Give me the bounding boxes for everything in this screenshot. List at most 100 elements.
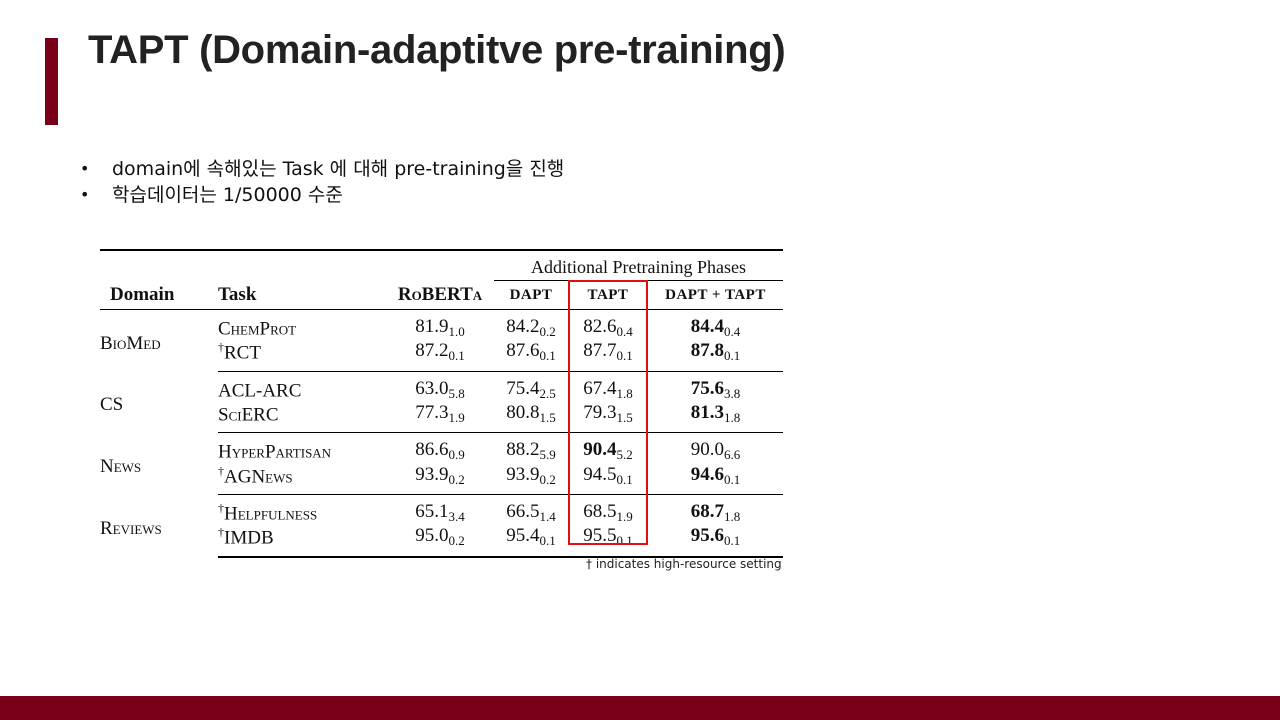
table-footnote: † indicates high-resource setting <box>586 557 782 571</box>
bullet-text: 학습데이터는 1/50000 수준 <box>112 184 343 206</box>
score-value: 68.5 <box>583 501 617 523</box>
score-stddev: 0.1 <box>616 348 633 364</box>
dapt-tapt-score-cell: 84.40.4 <box>648 310 783 341</box>
task-cell: †RCT <box>218 340 386 372</box>
score-value: 87.7 <box>583 340 617 362</box>
roberta-score-cell: 87.20.1 <box>386 340 494 372</box>
score-stddev: 3.4 <box>448 509 465 525</box>
score-stddev: 0.2 <box>448 533 465 549</box>
table-row: †AGNews 93.90.2 93.90.2 94.50.1 94.60.1 <box>100 463 783 495</box>
task-name: IMDB <box>224 527 274 549</box>
score-value: 87.8 <box>690 340 724 362</box>
high-resource-mark: † <box>218 340 224 355</box>
domain-cell: Reviews <box>100 517 162 539</box>
score-value: 95.5 <box>583 525 617 547</box>
score-value: 93.9 <box>415 463 449 485</box>
dapt-tapt-score-cell: 94.60.1 <box>648 463 783 495</box>
bullet-dot: • <box>80 185 90 204</box>
score-stddev: 3.8 <box>724 385 741 401</box>
score-stddev: 0.9 <box>448 447 465 463</box>
roberta-score-cell: 77.31.9 <box>386 401 494 434</box>
score-stddev: 5.8 <box>448 385 465 401</box>
score-stddev: 1.8 <box>616 385 633 401</box>
score-stddev: 1.8 <box>724 509 741 525</box>
bullet-dot: • <box>80 159 90 178</box>
score-value: 63.0 <box>415 377 449 399</box>
score-stddev: 6.6 <box>724 447 741 463</box>
score-stddev: 0.2 <box>539 471 556 487</box>
slide-title: TAPT (Domain-adaptitve pre-training) <box>88 28 786 72</box>
score-value: 67.4 <box>583 377 617 399</box>
bullet-list: • domain에 속해있는 Task 에 대해 pre-training을 진… <box>80 156 564 208</box>
roberta-score-cell: 95.00.2 <box>386 525 494 558</box>
score-stddev: 0.1 <box>724 533 741 549</box>
tapt-score-cell: 94.50.1 <box>568 463 648 495</box>
score-value: 68.7 <box>690 501 724 523</box>
table-row: Reviews †Helpfulness 65.13.4 66.51.4 68.51.9… <box>100 494 783 539</box>
score-stddev: 1.5 <box>616 410 633 426</box>
table-row: †RCT 87.20.1 87.60.1 87.70.1 87.80.1 <box>100 340 783 372</box>
score-value: 87.6 <box>506 340 540 362</box>
task-name: ChemProt <box>218 318 297 340</box>
dapt-tapt-score-cell: 90.06.6 <box>648 433 783 464</box>
dapt-score-cell: 80.81.5 <box>494 401 568 434</box>
domain-cell: BioMed <box>100 332 161 354</box>
bullet-item: • 학습데이터는 1/50000 수준 <box>80 182 564 208</box>
roberta-score-cell: 63.05.8 <box>386 371 494 402</box>
domain-cell: News <box>100 455 142 477</box>
score-stddev: 1.8 <box>724 410 741 426</box>
domain-cell: CS <box>100 393 124 415</box>
score-value: 80.8 <box>506 402 540 424</box>
dapt-score-cell: 95.40.1 <box>494 525 568 558</box>
tapt-score-cell: 68.51.9 <box>568 494 648 525</box>
dapt-tapt-score-cell: 75.63.8 <box>648 371 783 402</box>
score-stddev: 0.1 <box>539 533 556 549</box>
table-row: CS ACL-ARC 63.05.8 75.42.5 67.41.8 75.63.8 <box>100 371 783 415</box>
task-cell: HyperPartisan <box>218 433 386 464</box>
header-tapt: TAPT <box>568 281 648 310</box>
task-cell: †Helpfulness <box>218 494 386 525</box>
score-value: 84.4 <box>690 316 724 338</box>
header-task: Task <box>218 281 386 310</box>
results-table: Additional Pretraining Phases Domain Tas… <box>100 249 783 558</box>
dapt-tapt-score-cell: 68.71.8 <box>648 494 783 525</box>
table-row: SciERC 77.31.9 80.81.5 79.31.5 81.31.8 <box>100 401 783 434</box>
table-body: BioMed ChemProt 81.91.0 84.20.2 82.60.4 84.40… <box>100 310 783 558</box>
dapt-score-cell: 66.51.4 <box>494 494 568 525</box>
bullet-item: • domain에 속해있는 Task 에 대해 pre-training을 진… <box>80 156 564 182</box>
task-cell: †IMDB <box>218 525 386 558</box>
score-value: 90.4 <box>583 439 617 461</box>
task-name: Helpfulness <box>224 503 318 525</box>
score-value: 94.6 <box>690 463 724 485</box>
score-stddev: 0.2 <box>448 471 465 487</box>
high-resource-mark: † <box>218 525 224 540</box>
task-name: AGNews <box>224 465 293 487</box>
task-cell: ChemProt <box>218 310 386 341</box>
high-resource-mark: † <box>218 463 224 478</box>
task-name: ACL-ARC <box>218 379 302 401</box>
group-header-row: Additional Pretraining Phases <box>100 251 783 281</box>
score-value: 95.0 <box>415 525 449 547</box>
dapt-tapt-score-cell: 95.60.1 <box>648 525 783 558</box>
title-accent-bar <box>45 38 58 125</box>
score-value: 95.6 <box>690 525 724 547</box>
dapt-score-cell: 87.60.1 <box>494 340 568 372</box>
score-value: 81.3 <box>690 402 724 424</box>
score-stddev: 0.1 <box>448 348 465 364</box>
header-dapt: DAPT <box>494 281 568 310</box>
tapt-score-cell: 82.60.4 <box>568 310 648 341</box>
score-value: 75.6 <box>690 377 724 399</box>
score-stddev: 0.1 <box>724 348 741 364</box>
roberta-score-cell: 86.60.9 <box>386 433 494 464</box>
tapt-score-cell: 95.50.1 <box>568 525 648 558</box>
score-stddev: 1.0 <box>448 324 465 340</box>
score-stddev: 0.1 <box>724 471 741 487</box>
score-stddev: 0.4 <box>616 324 633 340</box>
score-value: 82.6 <box>583 316 617 338</box>
table-row: News HyperPartisan 86.60.9 88.25.9 90.45.2 90… <box>100 433 783 476</box>
task-name: SciERC <box>218 404 279 426</box>
score-value: 66.5 <box>506 501 540 523</box>
dapt-score-cell: 75.42.5 <box>494 371 568 402</box>
task-cell: ACL-ARC <box>218 371 386 402</box>
table-row: BioMed ChemProt 81.91.0 84.20.2 82.60.4 84.40… <box>100 310 783 353</box>
